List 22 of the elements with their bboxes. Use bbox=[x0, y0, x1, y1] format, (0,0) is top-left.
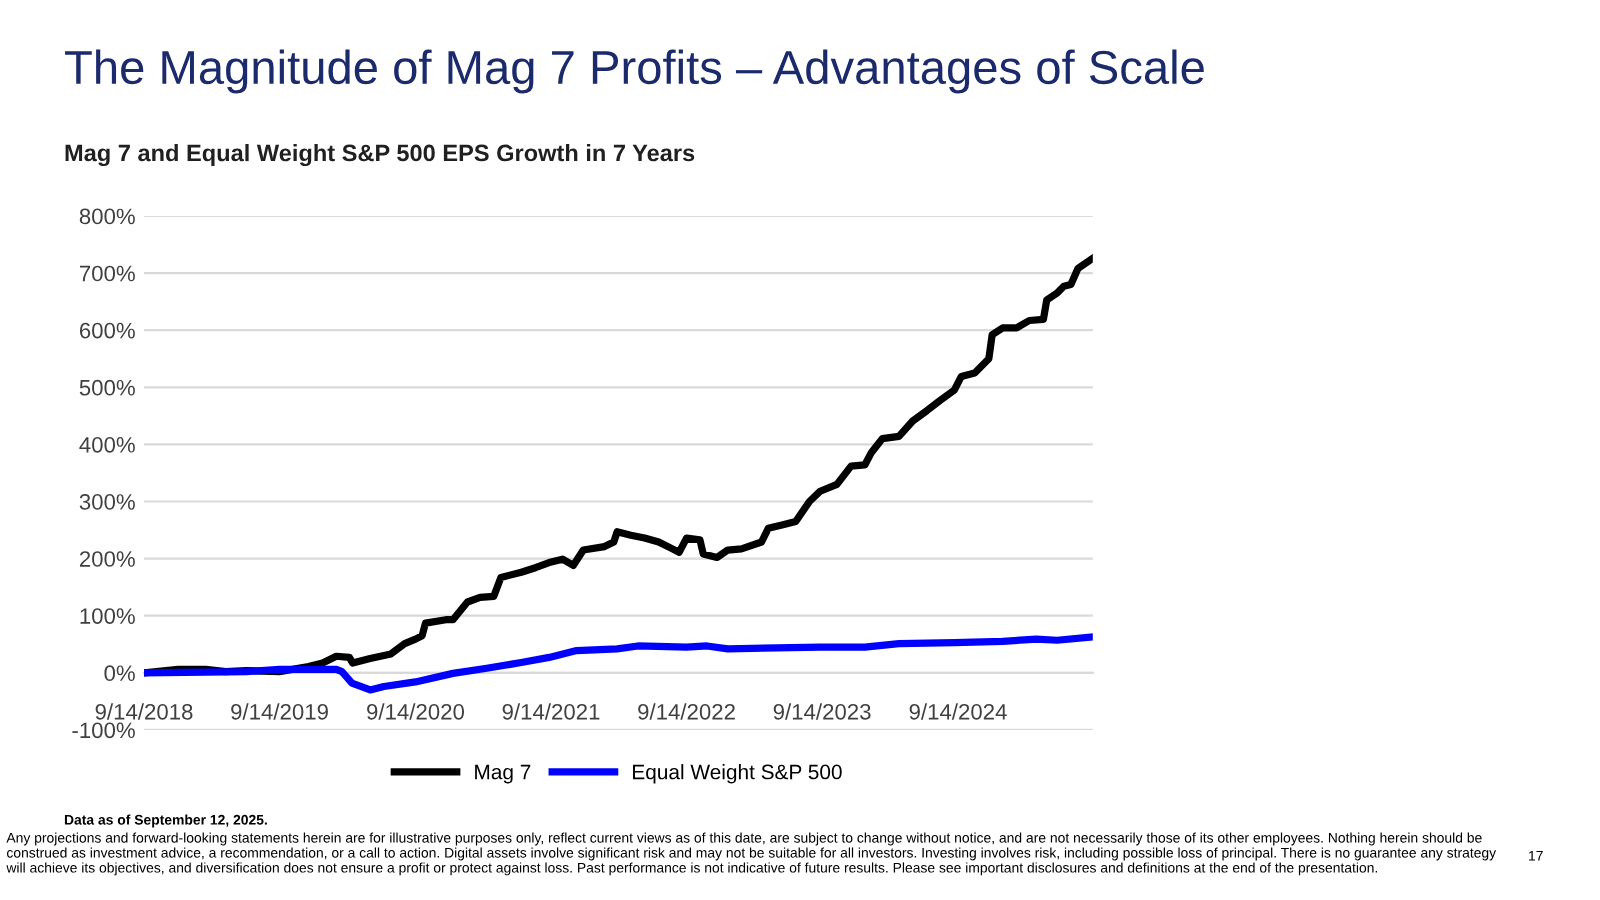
y-tick-label: 200% bbox=[79, 551, 135, 567]
x-tick-label: 9/14/2022 bbox=[638, 703, 735, 720]
y-tick-label: 0% bbox=[104, 665, 135, 682]
y-tick-label: -100% bbox=[72, 722, 135, 739]
x-tick-label: 9/14/2018 bbox=[95, 703, 193, 720]
chart-title: The Magnitude of Mag 7 Profits – Advantages of Scale bbox=[65, 49, 1204, 94]
y-tick-label: 600% bbox=[79, 322, 135, 339]
y-tick-label: 100% bbox=[80, 608, 135, 624]
y-tick-label: 800% bbox=[79, 208, 135, 225]
y-tick-label: 300% bbox=[79, 494, 135, 510]
y-tick-label: 700% bbox=[79, 265, 135, 282]
x-tick-label: 9/14/2021 bbox=[502, 703, 600, 720]
y-tick-label: 500% bbox=[79, 379, 135, 396]
x-tick-label: 9/14/2019 bbox=[231, 703, 328, 720]
legend-label: Mag 7 bbox=[475, 764, 531, 784]
x-tick-label: 9/14/2020 bbox=[367, 703, 465, 720]
x-tick-label: 9/14/2024 bbox=[909, 703, 1007, 720]
chart-subtitle: Mag 7 and Equal Weight S&P 500 EPS Growth in 7 Years bbox=[65, 144, 695, 167]
legend-label: Equal Weight S&P 500 bbox=[633, 764, 842, 784]
x-tick-label: 9/14/2023 bbox=[773, 703, 871, 720]
y-tick-label: 400% bbox=[79, 436, 135, 453]
line-series bbox=[144, 633, 1093, 694]
